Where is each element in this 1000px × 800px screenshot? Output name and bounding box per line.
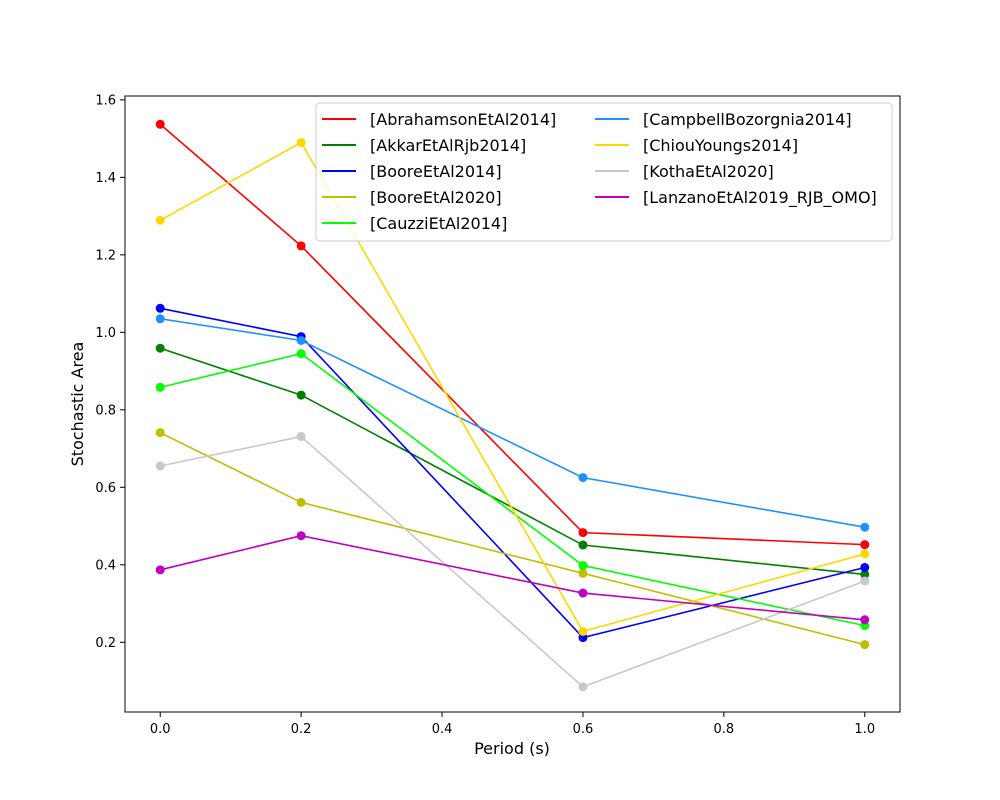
y-tick-label: 1.6 xyxy=(95,93,116,108)
legend-item: [LanzanoEtAl2019_RJB_OMO] xyxy=(595,188,877,208)
data-point xyxy=(578,540,588,550)
series-line xyxy=(159,123,865,546)
data-point xyxy=(296,241,306,251)
data-point xyxy=(296,531,306,541)
y-tick-label: 0.2 xyxy=(95,636,116,651)
series-line xyxy=(160,317,865,528)
data-point xyxy=(155,343,165,353)
legend-item: [AkkarEtAlRjb2014] xyxy=(322,136,526,155)
data-point xyxy=(578,633,588,643)
series-layer xyxy=(155,119,870,692)
series-line xyxy=(159,347,865,576)
legend-item: [KothaEtAl2020] xyxy=(595,162,774,181)
series-campbellbozorgnia2014 xyxy=(155,314,870,532)
data-point xyxy=(860,540,870,550)
data-point xyxy=(155,382,165,392)
legend-label: [KothaEtAl2020] xyxy=(643,162,774,181)
data-point xyxy=(578,528,588,538)
series-abrahamsonetal2014 xyxy=(155,119,870,550)
data-point xyxy=(860,569,870,579)
data-point xyxy=(860,549,870,559)
data-point xyxy=(155,314,165,324)
series-booreetal2020 xyxy=(155,428,870,650)
data-point xyxy=(155,565,165,575)
legend-label: [AbrahamsonEtAl2014] xyxy=(370,110,556,129)
series-lanzanoetal2019-rjb-omo xyxy=(155,531,870,625)
legend-label: [BooreEtAl2020] xyxy=(370,188,502,207)
y-tick-label: 0.6 xyxy=(95,481,116,496)
legend-item: [ChiouYoungs2014] xyxy=(595,136,798,155)
y-axis-label: Stochastic Area xyxy=(68,342,87,467)
x-tick-label: 0.0 xyxy=(150,722,171,737)
x-tick-label: 0.6 xyxy=(573,722,594,737)
x-axis-label: Period (s) xyxy=(474,739,550,758)
legend-item: [CampbellBozorgnia2014] xyxy=(595,110,852,129)
data-point xyxy=(155,119,165,129)
data-point xyxy=(860,522,870,532)
data-point xyxy=(578,561,588,571)
data-point xyxy=(578,682,588,692)
y-tick-label: 0.8 xyxy=(95,403,116,418)
x-tick-label: 0.2 xyxy=(291,722,312,737)
series-line xyxy=(160,352,865,627)
data-point xyxy=(296,390,306,400)
data-point xyxy=(860,640,870,650)
series-line xyxy=(160,435,866,688)
x-tick-label: 1.0 xyxy=(854,722,875,737)
legend-label: [ChiouYoungs2014] xyxy=(643,136,798,155)
data-point xyxy=(296,349,306,359)
legend-label: [CauzziEtAl2014] xyxy=(370,214,507,233)
plot-frame xyxy=(124,95,901,713)
series-akkaretalrjb2014 xyxy=(155,343,870,579)
series-line xyxy=(160,307,865,639)
y-tick-label: 0.4 xyxy=(95,558,116,573)
data-point xyxy=(296,497,306,507)
data-point xyxy=(296,137,306,147)
data-point xyxy=(578,588,588,598)
x-tick-label: 0.4 xyxy=(432,722,453,737)
data-point xyxy=(155,215,165,225)
y-tick-label: 1.0 xyxy=(95,326,116,341)
legend: [AbrahamsonEtAl2014] [AkkarEtAlRjb2014] [B… xyxy=(315,102,893,242)
series-chiouyoungs2014 xyxy=(155,137,870,636)
series-kothaetal2020 xyxy=(155,432,870,692)
legend-item: [AbrahamsonEtAl2014] xyxy=(322,110,556,129)
legend-label: [CampbellBozorgnia2014] xyxy=(643,110,852,129)
series-cauzzietal2014 xyxy=(155,349,870,631)
data-point xyxy=(155,428,165,438)
x-tick-label: 0.8 xyxy=(714,722,735,737)
legend-label: [AkkarEtAlRjb2014] xyxy=(370,136,526,155)
legend-item: [BooreEtAl2014] xyxy=(322,162,502,181)
data-point xyxy=(860,615,870,625)
data-point xyxy=(296,335,306,345)
legend-label: [LanzanoEtAl2019_RJB_OMO] xyxy=(643,188,877,208)
data-point xyxy=(296,432,306,442)
data-point xyxy=(860,562,870,572)
y-tick-label: 1.2 xyxy=(95,248,116,263)
legend-label: [BooreEtAl2014] xyxy=(370,162,502,181)
y-axis-ticks: 0.2 0.4 0.6 0.8 1.0 1.2 1.4 1.6 xyxy=(95,93,125,651)
series-line xyxy=(159,141,865,633)
data-point xyxy=(578,473,588,483)
y-tick-label: 1.4 xyxy=(95,171,116,186)
x-axis-ticks: 0.0 0.2 0.4 0.6 0.8 1.0 xyxy=(150,712,875,737)
series-line xyxy=(160,534,865,621)
series-line xyxy=(159,431,865,646)
data-point xyxy=(578,568,588,578)
data-point xyxy=(155,303,165,313)
data-point xyxy=(860,576,870,586)
data-point xyxy=(155,461,165,471)
legend-item: [BooreEtAl2020] xyxy=(322,188,502,207)
data-point xyxy=(578,626,588,636)
legend-item: [CauzziEtAl2014] xyxy=(322,214,507,233)
